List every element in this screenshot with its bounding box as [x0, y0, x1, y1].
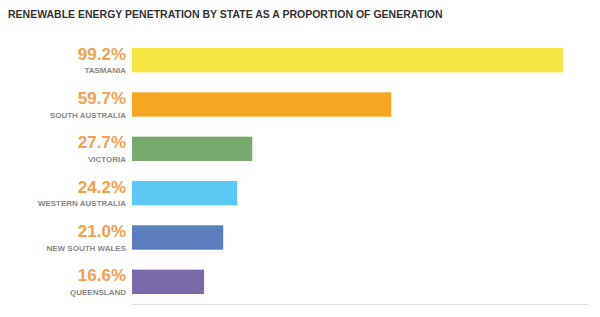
- data-label: 24.2%: [78, 178, 126, 197]
- category-label: TASMANIA: [84, 66, 126, 75]
- chart-container: RENEWABLE ENERGY PENETRATION BY STATE AS…: [0, 0, 600, 317]
- data-label: 27.7%: [78, 133, 126, 152]
- bar: [132, 270, 204, 294]
- category-label: WESTERN AUSTRALIA: [38, 199, 126, 208]
- bar: [132, 225, 223, 249]
- bar: [132, 137, 252, 161]
- category-label: NEW SOUTH WALES: [46, 244, 126, 253]
- category-label: VICTORIA: [88, 155, 126, 164]
- category-label: SOUTH AUSTRALIA: [50, 111, 126, 120]
- category-label: QUEENSLAND: [70, 288, 126, 297]
- bar: [132, 92, 391, 116]
- x-axis-line: [132, 304, 588, 305]
- bars: [132, 48, 563, 294]
- data-label: 21.0%: [78, 222, 126, 241]
- bar: [132, 181, 237, 205]
- data-label: 59.7%: [78, 89, 126, 108]
- chart: RENEWABLE ENERGY PENETRATION BY STATE AS…: [0, 0, 600, 317]
- data-label: 99.2%: [78, 45, 126, 64]
- labels: 99.2% TASMANIA 59.7% SOUTH AUSTRALIA 27.7% VI…: [38, 45, 127, 297]
- data-label: 16.6%: [78, 266, 126, 285]
- bar: [132, 48, 563, 72]
- title: RENEWABLE ENERGY PENETRATION BY STATE AS…: [8, 8, 443, 20]
